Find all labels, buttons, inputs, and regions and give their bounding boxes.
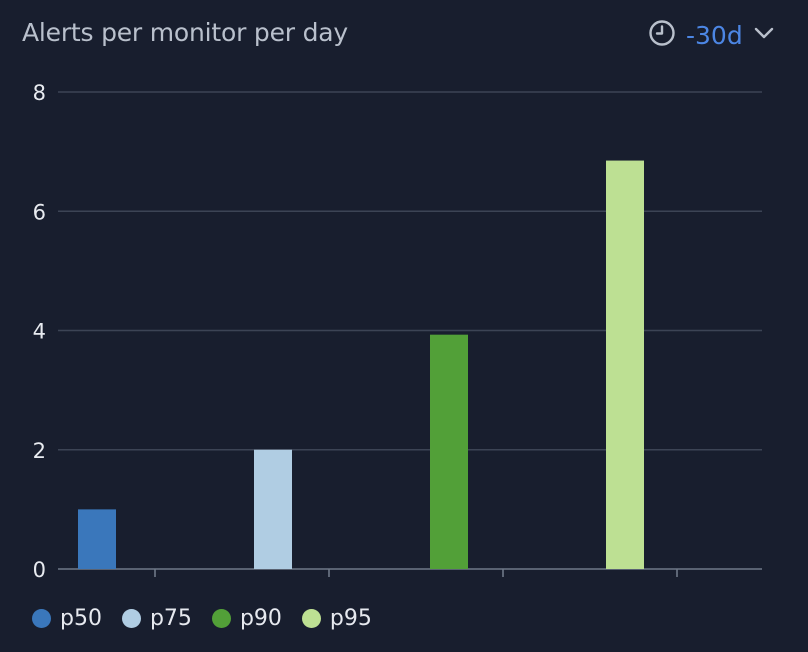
bar-p95[interactable] [606,160,644,569]
legend-item-p75[interactable]: p75 [121,605,192,631]
legend-item-p95[interactable]: p95 [301,605,372,631]
bar-p75[interactable] [254,449,292,569]
legend-swatch [301,608,321,628]
bar-chart: 0 2 4 6 8 [33,81,762,582]
legend-label: p90 [239,605,282,631]
y-tick-label: 6 [33,200,46,224]
legend-swatch [121,608,141,628]
legend-item-p50[interactable]: p50 [32,606,102,631]
y-tick-label: 4 [33,320,46,344]
chevron-down-icon [753,22,775,48]
bar-p90[interactable] [430,334,468,569]
y-tick-label: 2 [33,439,46,463]
chart-title: Alerts per monitor per day [22,18,348,47]
bar-p50[interactable] [78,509,116,569]
y-tick-label: 0 [33,558,46,582]
time-range-label: -30d [686,20,743,50]
y-tick-label: 8 [33,81,46,105]
legend-label: p75 [149,605,192,631]
legend-label: p50 [60,605,102,631]
time-range-dropdown[interactable]: -30d [648,18,775,52]
legend-label: p95 [329,605,372,631]
legend-swatch [211,608,231,628]
legend-item-p90[interactable]: p90 [211,605,282,631]
legend-swatch [32,608,51,628]
chart-legend: p50 p75 p90 p95 [32,604,392,632]
clock-icon [648,19,676,51]
